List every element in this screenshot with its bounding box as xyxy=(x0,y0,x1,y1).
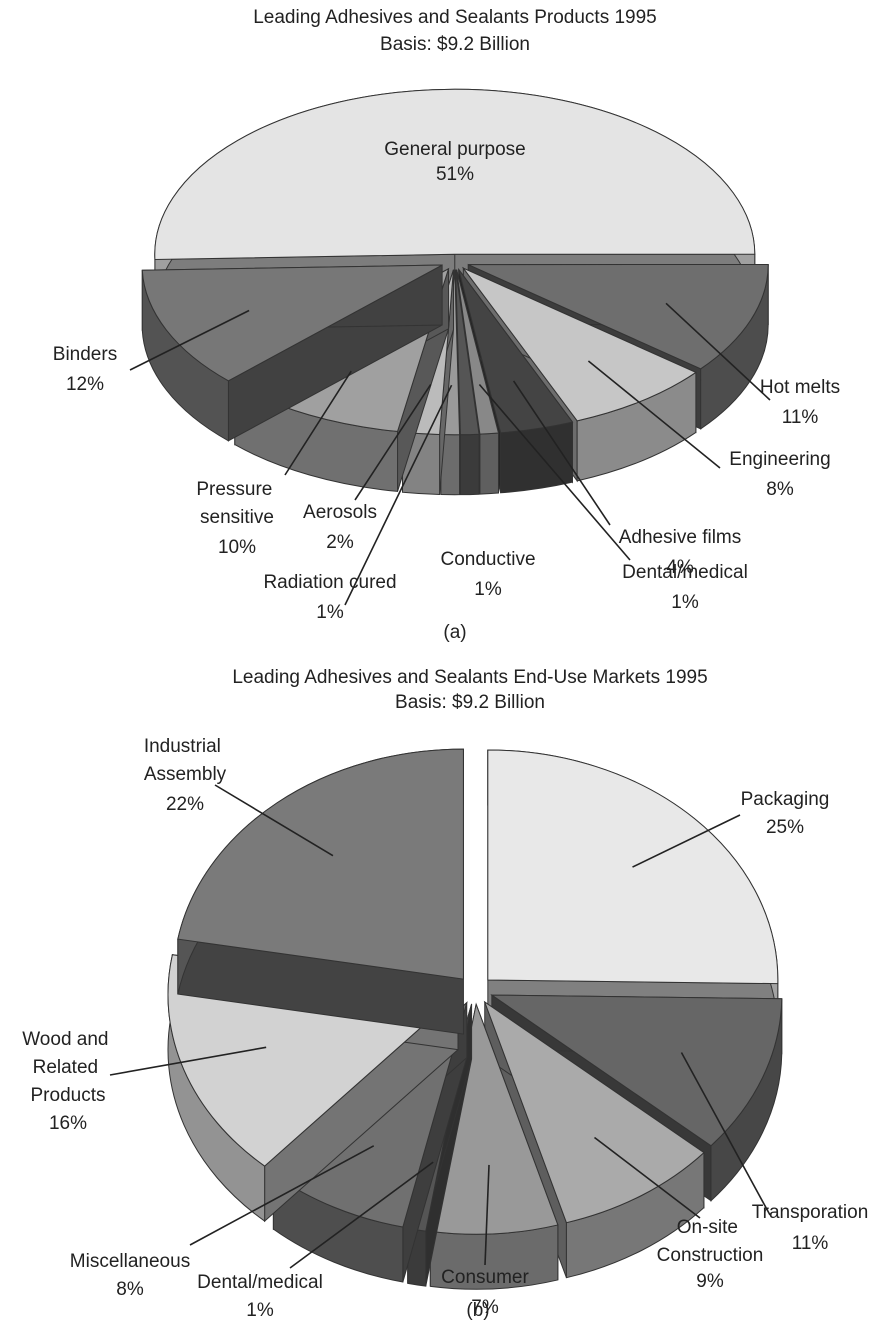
leader-line xyxy=(680,1052,771,1216)
value-label: 1% xyxy=(246,1300,274,1321)
slice-label: Radiation cured xyxy=(263,572,396,593)
leader-line xyxy=(593,1136,701,1219)
value-label: 1% xyxy=(316,602,344,623)
value-label: 9% xyxy=(696,1271,724,1292)
value-label: 12% xyxy=(66,374,104,395)
slice-label: General purpose xyxy=(384,139,526,160)
slice xyxy=(483,1000,705,1279)
value-label: 8% xyxy=(116,1279,144,1300)
leader-line xyxy=(109,1046,267,1076)
chart-title: Leading Adhesives and Sealants End-Use M… xyxy=(232,667,707,688)
caption: (b) xyxy=(466,1300,489,1321)
leader-line xyxy=(512,380,611,526)
slice-top xyxy=(141,264,443,382)
leader-line xyxy=(344,384,453,606)
leader-line xyxy=(129,309,250,371)
slice-top xyxy=(467,264,769,370)
value-label: 25% xyxy=(766,817,804,838)
slice xyxy=(490,994,783,1202)
leader-line xyxy=(189,1145,375,1246)
leader-line xyxy=(354,384,432,501)
slice xyxy=(141,264,443,442)
chart-title: Leading Adhesives and Sealants Products … xyxy=(253,7,657,28)
chart-subtitle: Basis: $9.2 Billion xyxy=(380,34,530,55)
value-label: 8% xyxy=(766,479,794,500)
slice-label: Hot melts xyxy=(760,377,840,398)
slice-label: Binders xyxy=(53,344,117,365)
slice-top xyxy=(490,994,783,1147)
slice xyxy=(461,266,697,483)
slice-rim xyxy=(459,433,480,496)
value-label: 4% xyxy=(666,557,694,578)
slice-label: On-site Construction xyxy=(657,1217,764,1266)
value-label: 16% xyxy=(49,1113,87,1134)
slice-label: Engineering xyxy=(729,449,830,470)
slice-label: Industrial Assembly xyxy=(144,736,227,785)
slice-top xyxy=(458,269,574,434)
leader-line xyxy=(214,784,334,857)
slice-label: Dental/medical xyxy=(197,1272,323,1293)
leader-line xyxy=(484,1164,490,1266)
value-label: 1% xyxy=(474,579,502,600)
caption: (a) xyxy=(443,622,466,643)
leader-line xyxy=(284,370,352,476)
slice-top xyxy=(461,266,697,422)
slice-top xyxy=(483,1000,705,1224)
leader-line xyxy=(289,1161,434,1269)
slice-top xyxy=(456,269,500,435)
slice xyxy=(455,269,480,496)
value-label: 11% xyxy=(792,1233,829,1254)
value-label: 2% xyxy=(326,532,354,553)
value-label: 1% xyxy=(671,592,699,613)
slice-label: Pressure sensitive xyxy=(196,479,277,528)
slice-label: Transporation xyxy=(752,1202,869,1223)
slice-label: Aerosols xyxy=(303,502,377,523)
leader-line xyxy=(478,383,631,561)
leader-line xyxy=(632,814,741,868)
value-label: 22% xyxy=(166,794,204,815)
slice xyxy=(177,748,464,1035)
value-label: 7% xyxy=(471,1297,499,1318)
leader-line xyxy=(665,302,771,401)
slice-top xyxy=(455,269,480,436)
leader-line xyxy=(587,360,721,469)
slice-label: Miscellaneous xyxy=(70,1251,190,1272)
slice-rim xyxy=(479,432,499,495)
slice-top xyxy=(154,88,756,260)
slice-label: Consumer xyxy=(441,1267,529,1288)
value-label: 10% xyxy=(218,537,256,558)
slice-rim xyxy=(500,421,573,494)
value-label: 51% xyxy=(436,164,474,185)
slice-label: Wood and Related Products xyxy=(22,1029,114,1106)
slice-top xyxy=(177,748,464,980)
slice-label: Packaging xyxy=(741,789,830,810)
value-label: 11% xyxy=(782,407,819,428)
slice-label: Dental/medical xyxy=(622,562,748,583)
slice-label: Conductive xyxy=(440,549,535,570)
chart-subtitle: Basis: $9.2 Billion xyxy=(395,692,545,713)
slice-label: Adhesive films xyxy=(619,527,742,548)
